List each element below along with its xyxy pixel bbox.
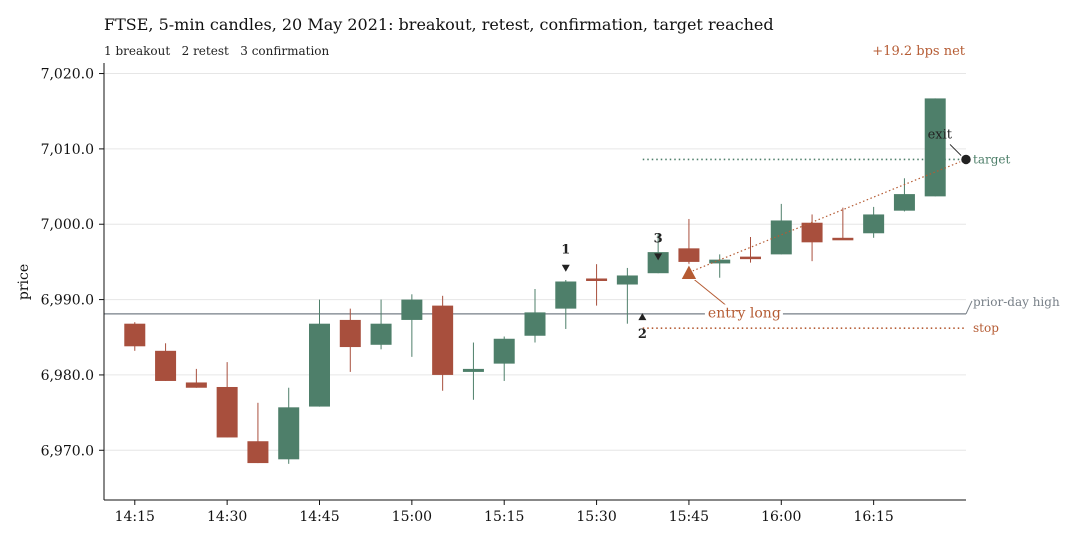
entry-label: entry long — [708, 305, 781, 321]
target-label: target — [973, 152, 1010, 166]
candle-body — [678, 248, 700, 262]
marker-2-arrow — [638, 313, 647, 321]
y-tick-label: 7,000.0 — [41, 217, 94, 233]
candle-body — [401, 299, 423, 320]
levels: prior-day high target stop — [104, 152, 1060, 335]
candle-body — [278, 407, 300, 460]
entry-triangle — [680, 263, 698, 280]
candle — [893, 178, 915, 212]
candle — [462, 342, 484, 400]
candle — [678, 218, 700, 270]
candle-body — [832, 237, 854, 241]
candle — [432, 295, 454, 391]
candle — [740, 237, 761, 263]
candle-body — [339, 319, 361, 348]
candle — [339, 308, 361, 372]
marker-2-label: 2 — [638, 327, 647, 342]
candle — [247, 402, 269, 464]
marker-3-label: 3 — [654, 231, 663, 246]
candle-body — [432, 305, 454, 375]
candle — [924, 98, 946, 197]
candle — [770, 203, 792, 255]
marker-1-label: 1 — [561, 243, 570, 258]
candle-body — [309, 323, 330, 407]
candle — [278, 387, 300, 464]
candle — [586, 264, 608, 306]
candle-body — [770, 220, 792, 255]
candle-body — [247, 441, 269, 464]
candle — [709, 254, 731, 278]
exit-marker — [959, 153, 973, 166]
candle-body — [863, 214, 885, 234]
candle — [155, 343, 177, 381]
candle — [801, 214, 823, 262]
entry-leader — [692, 278, 731, 309]
candle-body — [801, 222, 823, 243]
candle — [493, 336, 515, 381]
candle — [555, 279, 577, 329]
y-tick-label: 7,020.0 — [41, 67, 94, 83]
candle-body — [740, 256, 761, 260]
candle-body — [185, 382, 207, 388]
x-tick-label: 15:45 — [669, 509, 709, 525]
y-tick-label: 6,970.0 — [41, 443, 94, 459]
candle-body — [124, 323, 146, 347]
candle-body — [216, 386, 238, 438]
candle — [863, 206, 885, 238]
chart-title: FTSE, 5-min candles, 20 May 2021: breako… — [104, 15, 774, 34]
exit-leader — [949, 144, 963, 157]
candle — [401, 294, 423, 357]
candle — [124, 322, 146, 351]
candles — [124, 98, 946, 464]
y-axis-label: price — [16, 264, 32, 300]
candle-body — [370, 323, 392, 345]
candle-body — [647, 252, 669, 274]
x-tick-label: 15:15 — [484, 509, 524, 525]
candle — [185, 368, 207, 388]
x-tick-label: 14:15 — [115, 509, 155, 525]
y-tick-label: 6,990.0 — [41, 293, 94, 309]
stop-label: stop — [973, 321, 999, 335]
candle-body — [524, 312, 546, 336]
candle — [616, 267, 638, 324]
y-tick-label: 7,010.0 — [41, 142, 94, 158]
axes: 6,970.0 6,980.0 6,990.0 7,000.0 7,010.0 7,020… — [41, 63, 966, 525]
x-tick-label: 16:15 — [853, 509, 893, 525]
candle-body — [493, 338, 515, 364]
x-tick-label: 15:30 — [576, 509, 616, 525]
candle-body — [709, 259, 731, 264]
marker-1-arrow — [561, 264, 570, 272]
prior-day-high-leader — [965, 300, 973, 315]
candle — [524, 289, 546, 343]
candle-body — [586, 278, 608, 281]
chart-subtitle: 1 breakout 2 retest 3 confirmation — [104, 44, 330, 58]
candle-body — [555, 281, 577, 309]
y-tick-label: 6,980.0 — [41, 368, 94, 384]
net-return-label: +19.2 bps net — [872, 44, 965, 59]
candle-body — [924, 98, 946, 197]
candle — [832, 207, 854, 241]
candle-body — [462, 368, 484, 372]
candle-body — [616, 275, 638, 285]
candle — [370, 299, 392, 350]
candle — [216, 362, 238, 438]
entry-label-bg — [704, 304, 783, 322]
candle-body — [155, 350, 177, 381]
annotations: 1 2 3 entry long exit — [561, 127, 973, 342]
candle — [309, 299, 330, 407]
x-tick-label: 16:00 — [761, 509, 801, 525]
x-tick-label: 14:45 — [299, 509, 339, 525]
candle-body — [893, 194, 915, 211]
exit-label: exit — [928, 127, 953, 142]
trade-path-line — [688, 158, 967, 274]
prior-day-high-label: prior-day high — [973, 295, 1060, 309]
x-tick-label: 15:00 — [392, 509, 432, 525]
marker-3-arrow — [654, 253, 663, 261]
x-tick-label: 14:30 — [207, 509, 247, 525]
